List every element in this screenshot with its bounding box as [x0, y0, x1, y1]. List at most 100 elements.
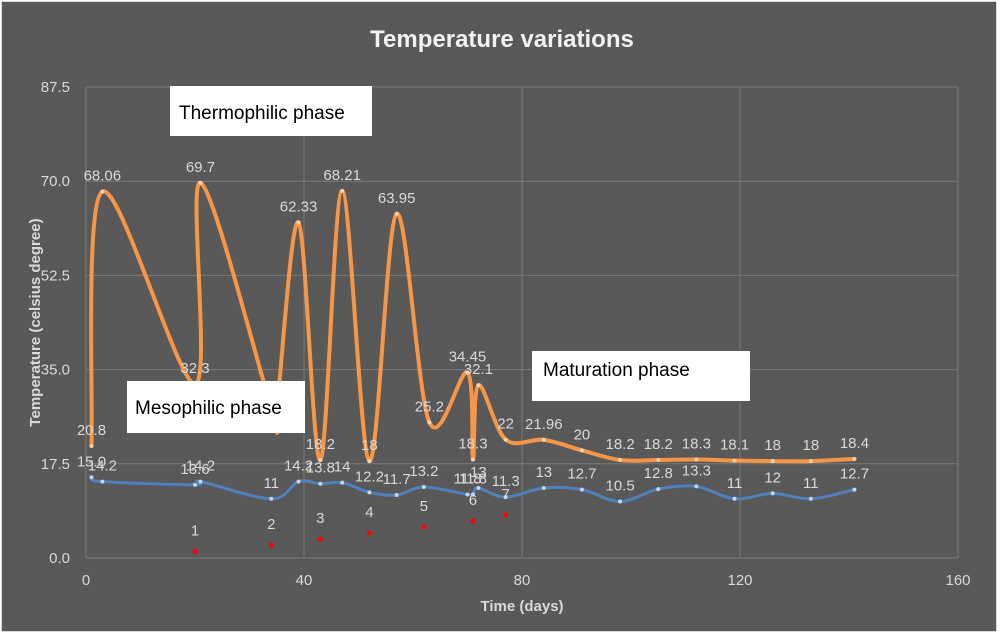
- series-2-data-label: 5: [420, 498, 428, 515]
- y-tick-label: 87.5: [41, 79, 70, 96]
- series-0-point: [296, 220, 301, 225]
- series-2-data-label: 1: [191, 523, 199, 540]
- series-1-data-label: 14.2: [88, 458, 117, 475]
- series-1-point: [89, 475, 94, 480]
- series-0-point: [367, 459, 372, 464]
- series-1-data-label: 12.2: [355, 468, 384, 485]
- series-0-data-label: 68.06: [84, 168, 122, 185]
- series-2-point: [268, 542, 274, 548]
- series-0-point: [89, 444, 94, 449]
- series-2-point: [421, 524, 427, 530]
- series-1-data-label: 14.2: [186, 458, 215, 475]
- series-1-point: [421, 484, 426, 489]
- x-tick-label: 80: [514, 572, 531, 589]
- series-0-data-label: 18.3: [682, 435, 711, 452]
- series-0-point: [579, 448, 584, 453]
- series-1-point: [269, 496, 274, 501]
- series-0-data-label: 18.2: [605, 436, 634, 453]
- series-0-point: [732, 458, 737, 463]
- series-1-data-label: 10.5: [605, 477, 634, 494]
- series-1-point: [503, 495, 508, 500]
- series-1-point: [193, 482, 197, 487]
- series-1-point: [100, 479, 105, 484]
- series-0-data-label: 68.21: [323, 167, 361, 184]
- series-1-point: [618, 499, 623, 504]
- series-1-data-label: 12.8: [644, 465, 673, 482]
- series-1-point: [394, 493, 399, 498]
- series-1-point: [732, 496, 737, 501]
- series-1-data-label: 14.2: [284, 458, 313, 475]
- series-0-data-label: 20: [574, 426, 591, 443]
- series-1-data-label: 11: [803, 475, 819, 492]
- series-0-data-label: 18: [361, 437, 378, 454]
- series-1-data-label: 11.8: [459, 470, 487, 487]
- series-1-point: [770, 491, 775, 496]
- series-1-data-label: 11.8: [453, 470, 481, 487]
- series-2-point: [503, 512, 509, 518]
- series-0-data-label: 18.2: [644, 436, 673, 453]
- series-0-point: [470, 457, 475, 462]
- series-0-point: [427, 420, 432, 425]
- series-0-data-label: 18.1: [720, 437, 749, 454]
- tick-layer: 0.017.535.052.570.087.50 40 80 120 160: [41, 79, 971, 589]
- series-0-data-label: 34.45: [449, 349, 487, 366]
- series-0-point: [100, 189, 105, 194]
- series-0-data-label: 20.8: [77, 422, 106, 439]
- series-0-point: [618, 458, 623, 463]
- series-1-data-label: 11.7: [383, 471, 411, 488]
- annotation-mesophilic-box: [127, 381, 305, 433]
- series-1-data-label: 15.0: [77, 453, 106, 470]
- y-tick-label: 17.5: [41, 456, 70, 473]
- series-0-data-label: 69.7: [186, 159, 215, 176]
- series-1-point: [656, 487, 661, 492]
- series-1-data-label: 13.6: [180, 461, 209, 478]
- y-tick-label: 0.0: [49, 550, 70, 567]
- series-0-data-label: 32.3: [180, 360, 209, 377]
- series-1-point: [541, 486, 546, 491]
- series-1-data-label: 12.7: [567, 466, 596, 483]
- series-1-data-label: 12: [764, 469, 781, 486]
- series-2-data-label: 2: [267, 516, 275, 533]
- series-1-point: [579, 487, 584, 492]
- y-axis-title: Temperature (celsius degree): [27, 218, 44, 426]
- series-1-point: [198, 479, 203, 484]
- series-2-point: [470, 518, 476, 524]
- annotation-layer: Thermophilic phase Mesophilic phase Matu…: [127, 86, 750, 433]
- series-0-data-label: 18.4: [840, 435, 869, 452]
- series-2-point: [317, 536, 323, 542]
- series-1-point: [470, 492, 475, 497]
- series-1-data-label: 11: [264, 475, 280, 492]
- series-1-data-label: 13.8: [306, 460, 335, 477]
- series-0-point: [318, 458, 323, 463]
- series-1-data-label: 14: [334, 459, 351, 476]
- series-2-data-label: 6: [469, 492, 477, 509]
- series-1-data-label: 13: [535, 464, 552, 481]
- y-tick-label: 52.5: [41, 267, 70, 284]
- series-0-point: [770, 459, 775, 464]
- series-0-point: [476, 383, 481, 388]
- series-0-data-label: 18.2: [306, 436, 335, 453]
- x-tick-label: 40: [296, 572, 313, 589]
- x-tick-label: 160: [945, 572, 970, 589]
- series-1-point: [367, 490, 372, 495]
- series-1-data-label: 13.2: [409, 463, 438, 480]
- series-1-point: [465, 492, 470, 497]
- series-1-data-label: 12.7: [840, 466, 869, 483]
- series-0-point: [394, 211, 399, 216]
- series-0-point: [541, 437, 546, 442]
- series-0-data-label: 62.33: [280, 198, 318, 215]
- x-axis-title: Time (days): [480, 598, 563, 615]
- series-2-data-label: 3: [316, 510, 324, 527]
- series-0-point: [694, 457, 699, 462]
- series-0-point: [852, 456, 857, 461]
- series-0-data-label: 18.3: [458, 435, 487, 452]
- series-2-point: [366, 530, 372, 536]
- y-tick-label: 70.0: [41, 173, 70, 190]
- label-layer: 20.868.0632.369.728.162.3318.268.211863.…: [77, 159, 869, 540]
- series-0-point: [198, 180, 203, 185]
- series-0-data-label: 18: [764, 437, 781, 454]
- series-1-data-label: 13.3: [682, 462, 711, 479]
- series-1-point: [296, 479, 301, 484]
